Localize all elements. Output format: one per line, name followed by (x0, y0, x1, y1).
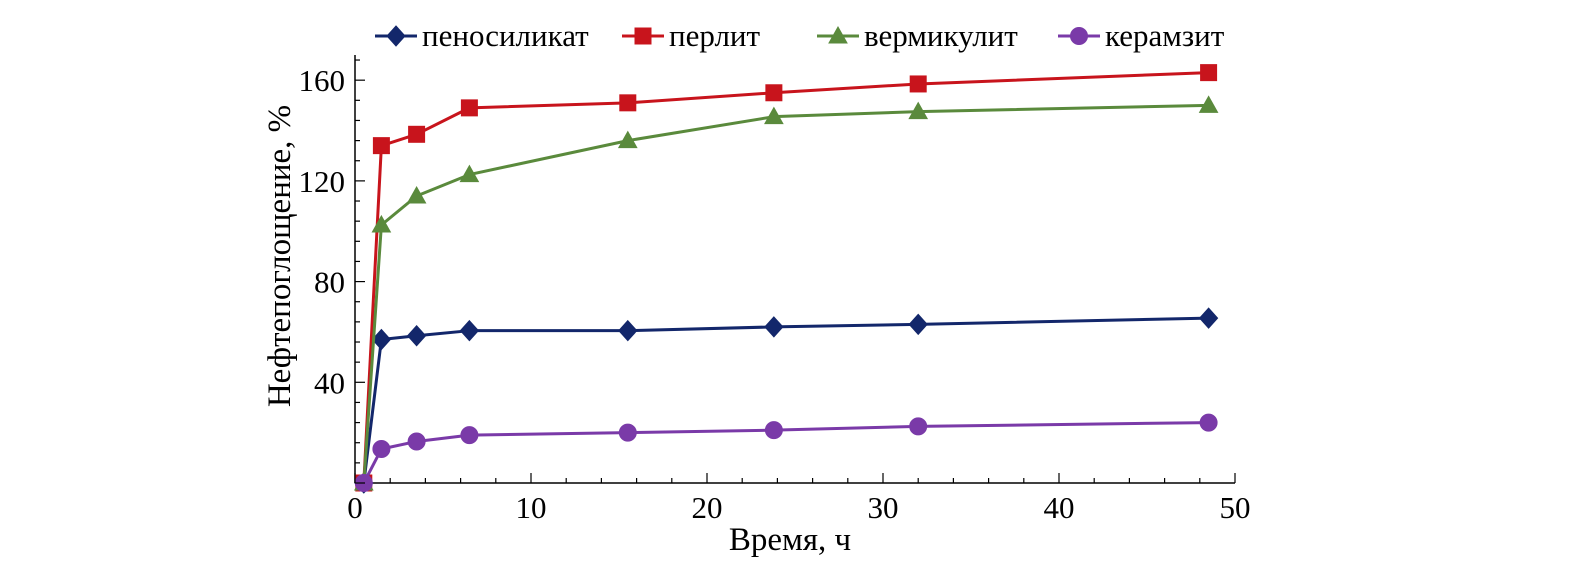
data-point (372, 440, 391, 459)
data-point (1198, 95, 1219, 113)
y-tick-label: 160 (299, 63, 346, 98)
x-tick-label: 30 (868, 490, 899, 525)
data-point (371, 328, 392, 351)
data-point (764, 316, 784, 338)
data-point (372, 137, 390, 155)
data-point (406, 324, 427, 347)
data-point (909, 417, 928, 436)
legend-marker (828, 25, 848, 44)
legend-item: керамзит (1058, 18, 1225, 53)
x-tick-label: 20 (692, 490, 723, 525)
series-line (362, 421, 1209, 484)
y-tick-label: 120 (299, 164, 346, 199)
legend-label: керамзит (1105, 18, 1225, 53)
data-point (908, 101, 929, 120)
y-axis-title: Нефтепоглощение, % (262, 105, 298, 407)
data-point (1199, 413, 1218, 432)
x-tick-label: 0 (347, 490, 363, 525)
data-point (460, 99, 478, 117)
data-point (460, 426, 479, 445)
legend-marker (1070, 27, 1088, 45)
x-axis-title: Время, ч (729, 522, 851, 558)
legend: пеносиликат перлит вермикулит керамзит (375, 18, 1225, 53)
y-tick-label: 40 (314, 365, 345, 400)
data-point (1200, 64, 1218, 82)
series-4 (354, 413, 1218, 492)
legend-marker (634, 27, 652, 45)
data-point (619, 94, 637, 112)
data-point (764, 106, 784, 125)
x-tick-label: 40 (1044, 490, 1075, 525)
data-point (617, 130, 638, 149)
x-tick-label: 10 (516, 490, 547, 525)
data-point (1198, 307, 1219, 329)
data-point (618, 423, 637, 442)
legend-label: перлит (669, 18, 761, 53)
legend-label: вермикулит (864, 18, 1018, 53)
data-point (459, 319, 480, 342)
legend-label: пеносиликат (422, 18, 589, 53)
legend-item: пеносиликат (375, 18, 589, 53)
axes-layer: 0 10 20 30 40 50 40 80 120 160 (299, 59, 1251, 525)
data-point (406, 185, 427, 204)
series-layer (353, 64, 1219, 494)
legend-item: перлит (622, 18, 761, 53)
data-point (765, 84, 783, 102)
series-line (362, 71, 1209, 484)
data-point (459, 164, 480, 183)
data-point (618, 319, 638, 342)
x-tick-label: 50 (1220, 490, 1251, 525)
data-point (764, 421, 783, 440)
plot-frame (354, 55, 1235, 484)
data-point (909, 75, 927, 93)
data-point (371, 214, 392, 233)
series-line (362, 316, 1209, 484)
series-2 (355, 64, 1218, 492)
data-point (408, 125, 426, 143)
legend-item: вермикулит (817, 18, 1018, 53)
legend-marker (386, 25, 406, 47)
data-point (908, 313, 928, 336)
series-line (362, 103, 1209, 484)
y-tick-label: 80 (314, 265, 345, 300)
series-1 (354, 307, 1219, 494)
data-point (407, 432, 426, 451)
